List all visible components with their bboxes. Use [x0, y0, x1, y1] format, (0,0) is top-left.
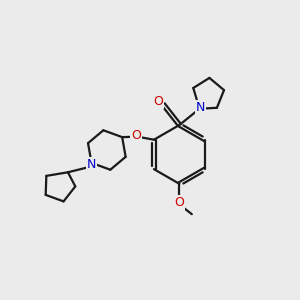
Text: O: O	[153, 95, 163, 108]
Text: N: N	[87, 158, 96, 171]
Text: O: O	[131, 129, 141, 142]
Text: O: O	[175, 196, 184, 209]
Text: N: N	[196, 101, 205, 114]
